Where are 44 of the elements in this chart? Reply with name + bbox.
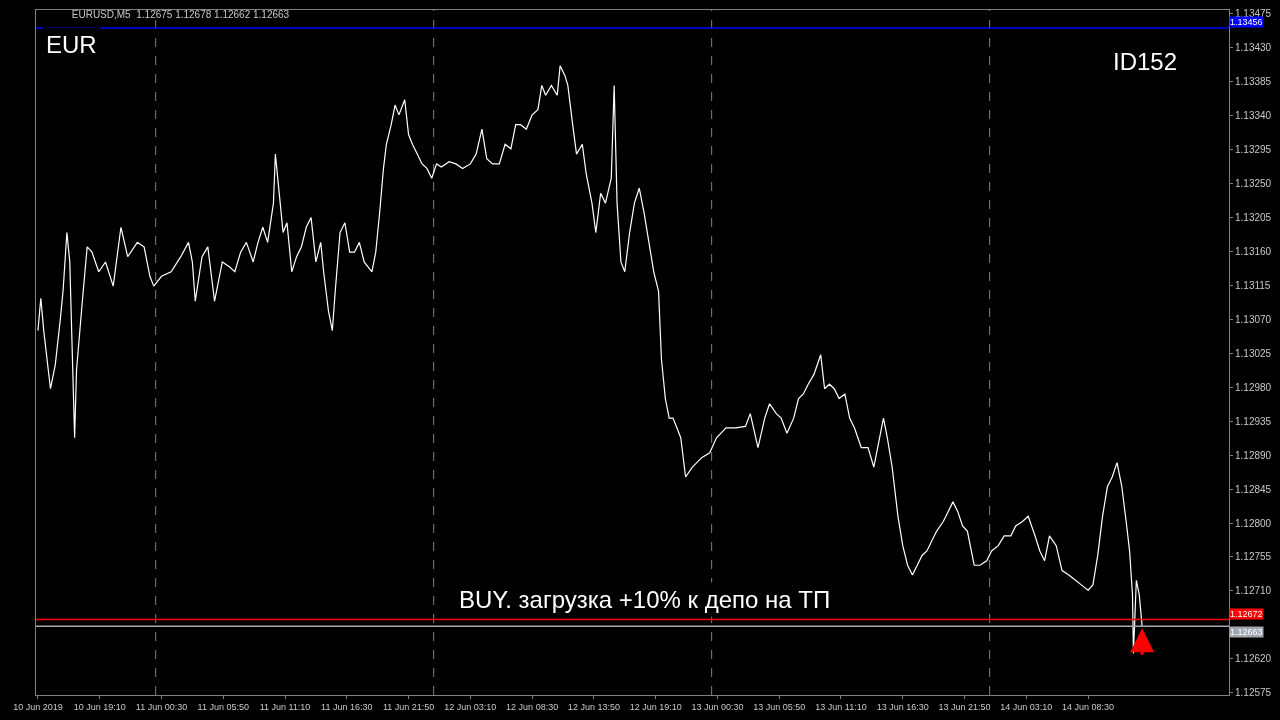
x-tick-label: 12 Jun 19:10 xyxy=(629,701,682,712)
x-tick-label: 14 Jun 08:30 xyxy=(1062,701,1115,712)
y-tick-label: 1.13205 xyxy=(1235,211,1272,223)
y-tick-label: 1.12845 xyxy=(1235,483,1272,495)
y-tick-label: 1.13250 xyxy=(1235,178,1272,190)
annotation: BUY. загрузка +10% к депо на ТП xyxy=(459,586,831,613)
y-tick-label: 1.13070 xyxy=(1235,313,1272,325)
ref-line-label: 1.12663 xyxy=(1230,627,1263,637)
x-tick-label: 12 Jun 08:30 xyxy=(506,701,559,712)
y-tick-label: 1.13385 xyxy=(1235,76,1272,88)
x-tick-label: 13 Jun 11:10 xyxy=(815,701,867,712)
x-tick-label: 10 Jun 2019 xyxy=(13,701,63,712)
x-tick-label: 12 Jun 03:10 xyxy=(444,701,497,712)
y-tick-label: 1.13340 xyxy=(1235,110,1272,122)
y-tick-label: 1.13025 xyxy=(1235,347,1272,359)
chart-title: EURUSD,M5 1.12675 1.12678 1.12662 1.12663 xyxy=(71,8,290,20)
annotation: EUR xyxy=(46,31,97,58)
y-tick-label: 1.12935 xyxy=(1235,415,1272,427)
x-tick-label: 10 Jun 19:10 xyxy=(73,701,126,712)
y-tick-label: 1.13160 xyxy=(1235,245,1272,257)
y-tick-label: 1.12980 xyxy=(1235,381,1272,393)
y-tick-label: 1.12710 xyxy=(1235,585,1272,597)
y-tick-label: 1.12755 xyxy=(1235,551,1272,563)
x-tick-label: 13 Jun 21:50 xyxy=(938,701,991,712)
ref-line-label: 1.12672 xyxy=(1230,609,1263,619)
y-tick-label: 1.13115 xyxy=(1235,279,1271,291)
x-tick-label: 14 Jun 03:10 xyxy=(1000,701,1053,712)
y-tick-label: 1.13430 xyxy=(1235,42,1272,54)
x-tick-label: 11 Jun 11:10 xyxy=(259,701,311,712)
y-tick-label: 1.12620 xyxy=(1235,653,1272,665)
y-tick-label: 1.13295 xyxy=(1235,144,1272,156)
y-tick-label: 1.12890 xyxy=(1235,449,1272,461)
ref-line-label: 1.13456 xyxy=(1230,17,1263,27)
x-tick-label: 13 Jun 05:50 xyxy=(753,701,806,712)
x-tick-label: 12 Jun 13:50 xyxy=(567,701,620,712)
x-tick-label: 13 Jun 16:30 xyxy=(876,701,929,712)
x-tick-label: 11 Jun 16:30 xyxy=(321,701,373,712)
x-tick-label: 11 Jun 21:50 xyxy=(382,701,435,712)
x-tick-label: 13 Jun 00:30 xyxy=(691,701,744,712)
annotation: ID152 xyxy=(1113,48,1178,75)
x-tick-label: 11 Jun 00:30 xyxy=(135,701,188,712)
y-tick-label: 1.12575 xyxy=(1235,687,1272,699)
y-tick-label: 1.12800 xyxy=(1235,517,1272,529)
x-tick-label: 11 Jun 05:50 xyxy=(197,701,249,712)
